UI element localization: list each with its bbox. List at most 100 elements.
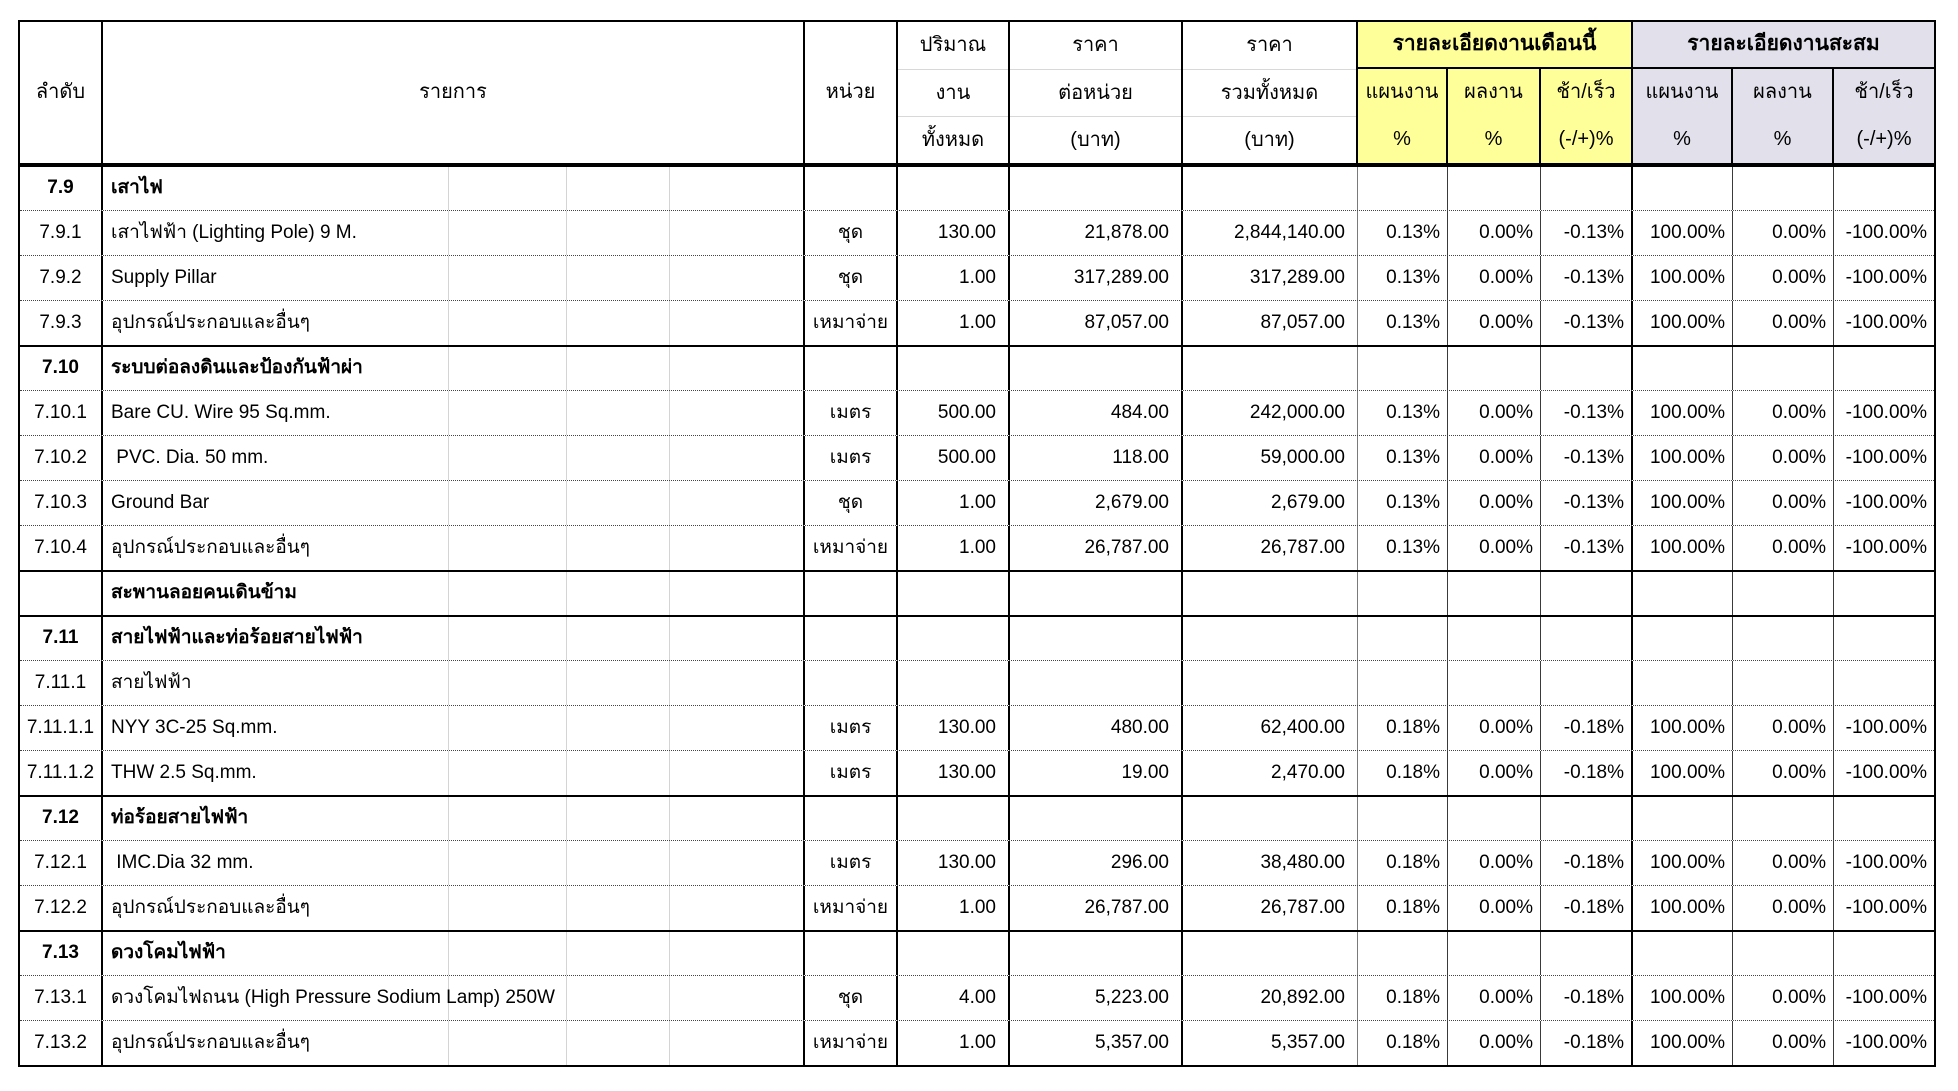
table-row: 7.13 ดวงโคมไฟฟ้า bbox=[20, 930, 1934, 975]
cell-desc: อุปกรณ์ประกอบและอื่นๆ bbox=[103, 301, 805, 345]
cell-total-price: 59,000.00 bbox=[1183, 436, 1358, 480]
cell-no: 7.12.1 bbox=[20, 841, 103, 885]
cell-no: 7.12 bbox=[20, 797, 103, 840]
cell-unit bbox=[805, 617, 898, 660]
cell-m-var: -0.13% bbox=[1541, 436, 1633, 480]
cell-unit: เมตร bbox=[805, 751, 898, 795]
cell-c-var: -100.00% bbox=[1845, 896, 1927, 918]
cell-c-actual bbox=[1733, 572, 1834, 615]
cell-m-var bbox=[1541, 167, 1633, 210]
cell-m-var bbox=[1541, 932, 1633, 975]
cell-desc: IMC.Dia 32 mm. bbox=[103, 841, 805, 885]
cell-m-plan: 0.13% bbox=[1358, 526, 1448, 570]
cell-unit-price: 118.00 bbox=[1010, 436, 1183, 480]
cell-c-var: -100.00% bbox=[1845, 221, 1927, 243]
cell-m-plan: 0.13% bbox=[1358, 436, 1448, 480]
header-unit: หน่วย bbox=[805, 22, 898, 163]
cell-unit-price: 296.00 bbox=[1010, 841, 1183, 885]
cell-unit-price: 87,057.00 bbox=[1010, 301, 1183, 345]
cell-desc: THW 2.5 Sq.mm. bbox=[103, 751, 805, 795]
cell-m-plan: 0.13% bbox=[1358, 256, 1448, 300]
header-month-variance: ช้า/เร็ว (-/+)% bbox=[1541, 69, 1633, 163]
cell-c-plan: 100.00% bbox=[1633, 526, 1733, 570]
cell-c-var bbox=[1834, 661, 1934, 705]
cell-no: 7.10.2 bbox=[20, 436, 103, 480]
cell-unit bbox=[805, 347, 898, 390]
cell-unit-price: 5,357.00 bbox=[1010, 1021, 1183, 1065]
cell-no: 7.10.1 bbox=[20, 391, 103, 435]
table-row: 7.10.2 PVC. Dia. 50 mm. เมตร 500.00 118.00 5… bbox=[20, 435, 1934, 480]
cell-no: 7.13 bbox=[20, 932, 103, 975]
table-row: 7.12.2 อุปกรณ์ประกอบและอื่นๆ เหมาจ่าย 1.00 2… bbox=[20, 885, 1934, 930]
cell-qty: 130.00 bbox=[898, 841, 1010, 885]
cell-unit: เหมาจ่าย bbox=[805, 526, 898, 570]
cell-c-plan: 100.00% bbox=[1633, 751, 1733, 795]
cell-c-var: -100.00% bbox=[1845, 761, 1927, 783]
cell-total-price bbox=[1183, 617, 1358, 660]
cell-unit: ชุด bbox=[805, 976, 898, 1020]
cell-total-price: 2,844,140.00 bbox=[1183, 211, 1358, 255]
cell-qty: 1.00 bbox=[898, 886, 1010, 930]
cell-m-plan: 0.18% bbox=[1358, 1021, 1448, 1065]
cell-qty: 500.00 bbox=[898, 391, 1010, 435]
cell-unit: เมตร bbox=[805, 706, 898, 750]
cell-m-plan: 0.13% bbox=[1358, 211, 1448, 255]
header-month-actual: ผลงาน % bbox=[1448, 69, 1541, 163]
table-row: 7.9.2 Supply Pillar ชุด 1.00 317,289.00 317,2… bbox=[20, 255, 1934, 300]
cell-c-var: -100.00% bbox=[1845, 491, 1927, 513]
cell-m-var: -0.13% bbox=[1541, 211, 1633, 255]
cell-c-plan: 100.00% bbox=[1633, 391, 1733, 435]
cell-no: 7.11 bbox=[20, 617, 103, 660]
table-row: 7.11 สายไฟฟ้าและท่อร้อยสายไฟฟ้า bbox=[20, 615, 1934, 660]
cell-no: 7.9.1 bbox=[20, 211, 103, 255]
cell-c-actual: 0.00% bbox=[1733, 301, 1834, 345]
header-total-price-line2: รวมทั้งหมด bbox=[1183, 69, 1356, 116]
cell-desc: NYY 3C-25 Sq.mm. bbox=[103, 706, 805, 750]
cell-m-actual: 0.00% bbox=[1448, 436, 1541, 480]
cell-m-var: -0.13% bbox=[1541, 256, 1633, 300]
cell-total-price: 20,892.00 bbox=[1183, 976, 1358, 1020]
cell-m-plan: 0.13% bbox=[1358, 481, 1448, 525]
cell-c-plan: 100.00% bbox=[1633, 886, 1733, 930]
cell-total-price bbox=[1183, 347, 1358, 390]
cell-qty bbox=[898, 932, 1010, 975]
cell-c-actual: 0.00% bbox=[1733, 526, 1834, 570]
cell-m-var bbox=[1541, 661, 1633, 705]
header-month-plan: แผนงาน % bbox=[1358, 69, 1448, 163]
table-row: 7.12.1 IMC.Dia 32 mm. เมตร 130.00 296.00 38,… bbox=[20, 840, 1934, 885]
cell-c-plan: 100.00% bbox=[1633, 841, 1733, 885]
cell-desc: ดวงโคมไฟถนน (High Pressure Sodium Lamp) … bbox=[103, 976, 805, 1020]
header-quantity-line1: ปริมาณ bbox=[919, 34, 987, 56]
cell-m-actual: 0.00% bbox=[1448, 211, 1541, 255]
cell-total-price bbox=[1183, 572, 1358, 615]
cell-m-actual: 0.00% bbox=[1448, 1021, 1541, 1065]
cell-unit-price: 480.00 bbox=[1010, 706, 1183, 750]
cell-unit-price: 317,289.00 bbox=[1010, 256, 1183, 300]
cell-qty bbox=[898, 347, 1010, 390]
cell-c-actual: 0.00% bbox=[1733, 886, 1834, 930]
cell-unit bbox=[805, 932, 898, 975]
header-total-price-line1: ราคา bbox=[1246, 34, 1293, 56]
cell-unit-price: 26,787.00 bbox=[1010, 886, 1183, 930]
cell-c-actual bbox=[1733, 797, 1834, 840]
cell-m-actual bbox=[1448, 167, 1541, 210]
cell-c-actual: 0.00% bbox=[1733, 841, 1834, 885]
cell-m-plan bbox=[1358, 347, 1448, 390]
cell-unit: เมตร bbox=[805, 391, 898, 435]
table-row: 7.11.1 สายไฟฟ้า bbox=[20, 660, 1934, 705]
table-row: 7.9 เสาไฟ bbox=[20, 165, 1934, 210]
cell-m-var bbox=[1541, 572, 1633, 615]
table-row: 7.10.4 อุปกรณ์ประกอบและอื่นๆ เหมาจ่าย 1.00 2… bbox=[20, 525, 1934, 570]
cell-total-price: 5,357.00 bbox=[1183, 1021, 1358, 1065]
cell-total-price: 26,787.00 bbox=[1183, 526, 1358, 570]
cell-m-actual: 0.00% bbox=[1448, 301, 1541, 345]
header-month-variance-unit: (-/+)% bbox=[1558, 128, 1614, 150]
cell-c-actual: 0.00% bbox=[1733, 256, 1834, 300]
cell-c-actual: 0.00% bbox=[1733, 391, 1834, 435]
cell-unit-price: 19.00 bbox=[1010, 751, 1183, 795]
cell-c-plan: 100.00% bbox=[1633, 1021, 1733, 1065]
header-month-plan-label: แผนงาน bbox=[1365, 81, 1439, 103]
header-total-price-line3: (บาท) bbox=[1183, 116, 1356, 163]
header-quantity-line2: งาน bbox=[898, 69, 1008, 116]
header-cumulative-actual-unit: % bbox=[1773, 128, 1792, 150]
